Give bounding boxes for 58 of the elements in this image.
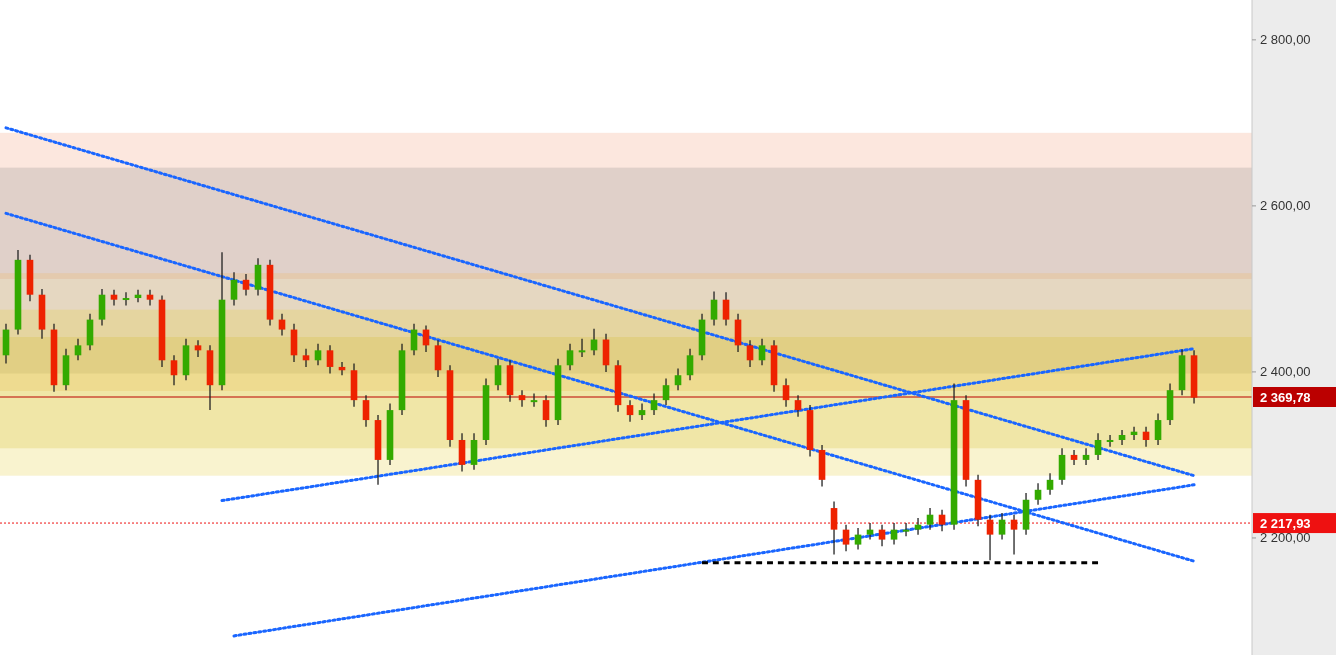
candlestick [1070,449,1078,466]
candlestick [998,512,1006,541]
candlestick [794,394,802,418]
candlestick [890,522,898,546]
candlestick [302,348,310,368]
candlestick [110,289,118,307]
candlestick [746,339,754,368]
candlestick [362,394,370,428]
candlestick [518,389,526,408]
y-tick-label: 2 600,00 [1260,198,1311,214]
candlestick [686,348,694,381]
y-tick-label: 2 400,00 [1260,364,1311,380]
candlestick [866,522,874,541]
candlestick [566,343,574,371]
y-tick-label: 2 200,00 [1260,530,1311,546]
candlestick [938,509,946,532]
candlestick [542,394,550,428]
candlestick [650,392,658,416]
candlestick [830,500,838,556]
candlestick [626,399,634,423]
candlestick [1118,429,1126,446]
candlestick [758,338,766,366]
ref-line-label: 2 369,78 [1260,389,1311,405]
candlestick [662,377,670,406]
candlestick [710,290,718,327]
candlestick [842,524,850,552]
candlestick [722,291,730,327]
candlestick [986,514,994,562]
candlestick [854,527,862,551]
candlestick [1094,432,1102,461]
candlestick [242,273,250,297]
candlestick [1106,434,1114,448]
candlestick [314,343,322,366]
candlestick [146,289,154,307]
candlestick [902,522,910,537]
candlestick [170,354,178,386]
candlestick [122,291,130,307]
candlestick [326,344,334,375]
candlestick [1010,514,1018,556]
y-tick-label: 2 800,00 [1260,32,1311,48]
candlestick [782,377,790,408]
candlestick [878,524,886,547]
candlestick [494,357,502,391]
candlestick [74,338,82,361]
candlestick [1034,482,1042,506]
candlestick [278,313,286,337]
ref-line-label: 2 217,93 [1260,515,1311,531]
candlestick [1154,412,1162,446]
candlestick [578,338,586,358]
candlestick [1082,447,1090,466]
candlestick [638,402,646,421]
candlestick [530,392,538,408]
candlestick [674,367,682,391]
candlestick [914,517,922,536]
candlestick [926,507,934,531]
candlestick [230,271,238,307]
candlestick [1046,472,1054,496]
candlestick [194,339,202,358]
